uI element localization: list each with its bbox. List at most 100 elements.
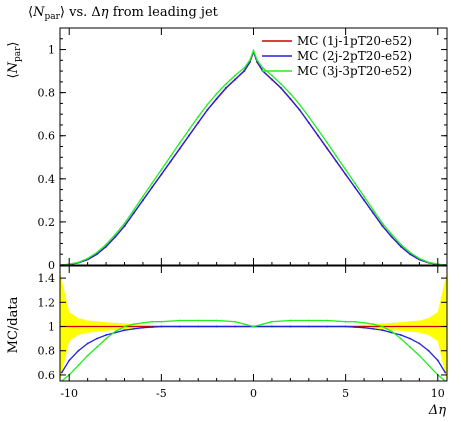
ratio-series-2-point <box>123 329 126 332</box>
main-series-2-point <box>142 199 144 202</box>
main-series-2-point <box>326 147 329 150</box>
main-series-2-point <box>381 225 384 227</box>
ratio-series-2-point <box>326 325 329 328</box>
ratio-series-2-point <box>215 325 218 328</box>
main-series-3-point <box>169 155 172 158</box>
main-series-2-point <box>225 87 227 89</box>
ratio-series-3-point <box>160 320 163 323</box>
ratio-series-3-point <box>427 364 430 367</box>
ratio-series-3-point <box>381 325 384 328</box>
main-plot-area <box>60 48 447 265</box>
main-series-3-point <box>354 182 356 185</box>
ratio-series-3-point <box>261 323 264 325</box>
ratio-y-axis-label: MC/data <box>6 296 21 353</box>
main-y-tick-label: 0.2 <box>38 216 56 229</box>
ratio-series-3-point <box>354 320 356 323</box>
main-series-3-point <box>271 74 273 77</box>
ratio-y-tick-label: 0.6 <box>38 369 56 382</box>
main-series-3-point <box>381 222 384 225</box>
ratio-y-tick-label: 0.8 <box>38 345 56 358</box>
ratio-series-3-point <box>252 325 255 328</box>
main-series-3-point <box>86 257 89 260</box>
main-series-3-point <box>261 67 264 69</box>
ratio-series-2-point <box>197 325 200 328</box>
main-series-3-point <box>252 49 255 52</box>
main-series-3-point <box>142 195 144 198</box>
main-series-3-point <box>96 251 98 254</box>
ratio-series-2-point <box>307 325 310 328</box>
ratio-series-3-point <box>132 323 135 325</box>
main-series-2-point <box>307 121 310 124</box>
main-series-3-point <box>123 222 126 225</box>
main-series-2-point <box>317 134 319 137</box>
ratio-series-3-point <box>418 354 421 357</box>
ratio-series-3-point <box>372 323 375 325</box>
main-series-2-point <box>132 212 135 215</box>
main-series-3-point <box>243 67 246 69</box>
ratio-series-3-point <box>326 319 329 322</box>
main-series-2-point <box>409 253 411 256</box>
main-series-3-point <box>390 233 393 236</box>
ratio-series-2-point <box>344 325 347 328</box>
x-tick-label: 0 <box>250 387 257 400</box>
main-series-3-point <box>225 83 227 85</box>
main-series-3-point <box>344 168 347 171</box>
main-series-3-point <box>326 141 329 144</box>
ratio-series-3-point <box>86 354 89 357</box>
main-series-2-point <box>354 186 356 189</box>
ratio-series-2-point <box>178 325 181 328</box>
ratio-series-3-point <box>289 319 292 322</box>
main-series-3-point <box>178 141 181 144</box>
main-series-2-point <box>188 134 190 137</box>
ratio-series-3-point <box>178 319 181 322</box>
main-series-2-point <box>160 173 163 176</box>
ratio-series-2-point <box>400 334 402 336</box>
main-series-3-point <box>248 59 251 62</box>
main-series-2-point <box>298 109 301 111</box>
ratio-series-3-point <box>271 320 273 323</box>
ratio-series-2-point <box>372 328 375 330</box>
ratio-series-2-point <box>142 326 144 329</box>
ratio-series-2-line <box>61 325 446 373</box>
ratio-series-3-line <box>61 319 446 381</box>
ratio-series-2-point <box>160 325 163 328</box>
main-series-3-point <box>400 243 402 246</box>
main-series-2-point <box>206 109 209 111</box>
chart-title: ⟨Npar⟩ vs. Δη from leading jet <box>28 5 219 22</box>
main-series-2-point <box>123 225 126 227</box>
main-series-3-point <box>215 92 218 95</box>
main-series-2-point <box>105 245 107 248</box>
main-series-2-point <box>178 147 181 150</box>
legend: MC (1j-1pT20-e52)MC (2j-2pT20-e52)MC (3j… <box>262 34 412 78</box>
main-y-tick-label: 1 <box>48 44 55 57</box>
main-series-3-point <box>317 128 319 131</box>
legend-label-3: MC (3j-3pT20-e52) <box>297 64 412 78</box>
ratio-series-2-point <box>68 359 71 362</box>
main-series-3-point <box>409 251 411 254</box>
main-series-3-point <box>427 261 430 264</box>
main-y-axis-label: ⟨Npar⟩ <box>6 42 23 79</box>
legend-label-2: MC (2j-2pT20-e52) <box>297 49 412 63</box>
legend-label-1: MC (1j-1pT20-e52) <box>297 34 412 48</box>
ratio-series-2-point <box>436 359 439 362</box>
ratio-series-3-point <box>77 364 80 367</box>
ratio-series-3-point <box>142 322 144 324</box>
main-series-2-point <box>289 97 292 100</box>
main-series-3-point <box>77 261 80 264</box>
ratio-series-3-point <box>114 330 117 333</box>
ratio-plot-area <box>60 272 447 381</box>
main-series-2-point <box>96 253 98 256</box>
ratio-series-3-point <box>344 320 347 323</box>
ratio-series-3-point <box>105 337 107 340</box>
main-series-2-point <box>234 78 237 81</box>
main-series-2-point <box>169 160 172 163</box>
main-series-3-point <box>307 115 310 118</box>
ratio-series-3-point <box>390 330 393 333</box>
ratio-series-2-point <box>381 329 384 332</box>
main-series-2-point <box>390 235 393 238</box>
main-series-3-point <box>335 155 338 158</box>
main-series-2-point <box>243 69 246 72</box>
ratio-series-3-point <box>243 323 246 325</box>
ratio-series-2-point <box>151 326 154 328</box>
